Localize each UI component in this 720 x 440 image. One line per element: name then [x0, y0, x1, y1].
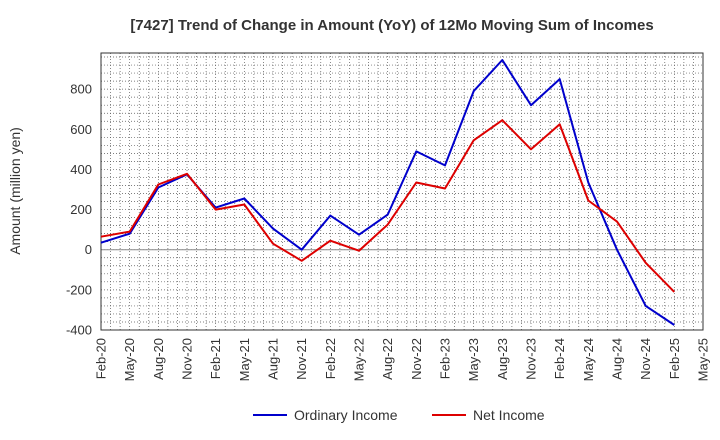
x-tick-label: Aug-20	[151, 338, 166, 380]
y-tick-label: 400	[70, 162, 92, 177]
x-tick-label: Nov-21	[294, 338, 309, 380]
x-tick-label: Nov-23	[524, 338, 539, 380]
y-tick-label: -200	[66, 282, 92, 297]
x-tick-label: Nov-20	[180, 338, 195, 380]
series-layer	[100, 59, 676, 326]
y-axis-ticks: -400 -200 0 200 400 600 800	[66, 82, 92, 338]
y-tick-label: -400	[66, 323, 92, 338]
legend: Ordinary Income Net Income	[253, 407, 545, 423]
chart-title: [7427] Trend of Change in Amount (YoY) o…	[130, 17, 653, 34]
x-tick-label: Feb-25	[667, 338, 682, 379]
legend-label: Net Income	[473, 407, 545, 423]
y-tick-label: 200	[70, 202, 92, 217]
plot-frame	[100, 52, 704, 331]
x-tick-label: Feb-23	[438, 338, 453, 379]
x-tick-label: May-24	[581, 338, 596, 381]
x-tick-label: May-20	[122, 338, 137, 381]
y-tick-label: 0	[85, 242, 92, 257]
x-tick-label: Feb-24	[552, 338, 567, 379]
x-tick-label: Nov-24	[638, 338, 653, 380]
x-tick-label: Nov-22	[409, 338, 424, 380]
x-tick-label: Aug-22	[380, 338, 395, 380]
x-tick-label: May-25	[696, 338, 711, 381]
x-tick-label: Aug-21	[266, 338, 281, 380]
grid	[100, 52, 704, 331]
plot-area	[101, 53, 703, 330]
x-tick-label: Feb-22	[323, 338, 338, 379]
y-axis-label: Amount (million yen)	[7, 127, 23, 255]
x-axis-ticks: Feb-20 May-20 Aug-20 Nov-20 Feb-21 May-21 Aug-…	[94, 338, 711, 381]
x-tick-label: Feb-20	[94, 338, 109, 379]
x-tick-label: Aug-24	[610, 338, 625, 380]
x-tick-label: Aug-23	[495, 338, 510, 380]
y-tick-label: 800	[70, 82, 92, 97]
x-tick-label: Feb-21	[208, 338, 223, 379]
x-tick-label: May-22	[352, 338, 367, 381]
legend-label: Ordinary Income	[294, 407, 398, 423]
y-tick-label: 600	[70, 122, 92, 137]
x-tick-label: May-23	[466, 338, 481, 381]
series-line	[100, 119, 676, 293]
x-tick-label: May-21	[237, 338, 252, 381]
